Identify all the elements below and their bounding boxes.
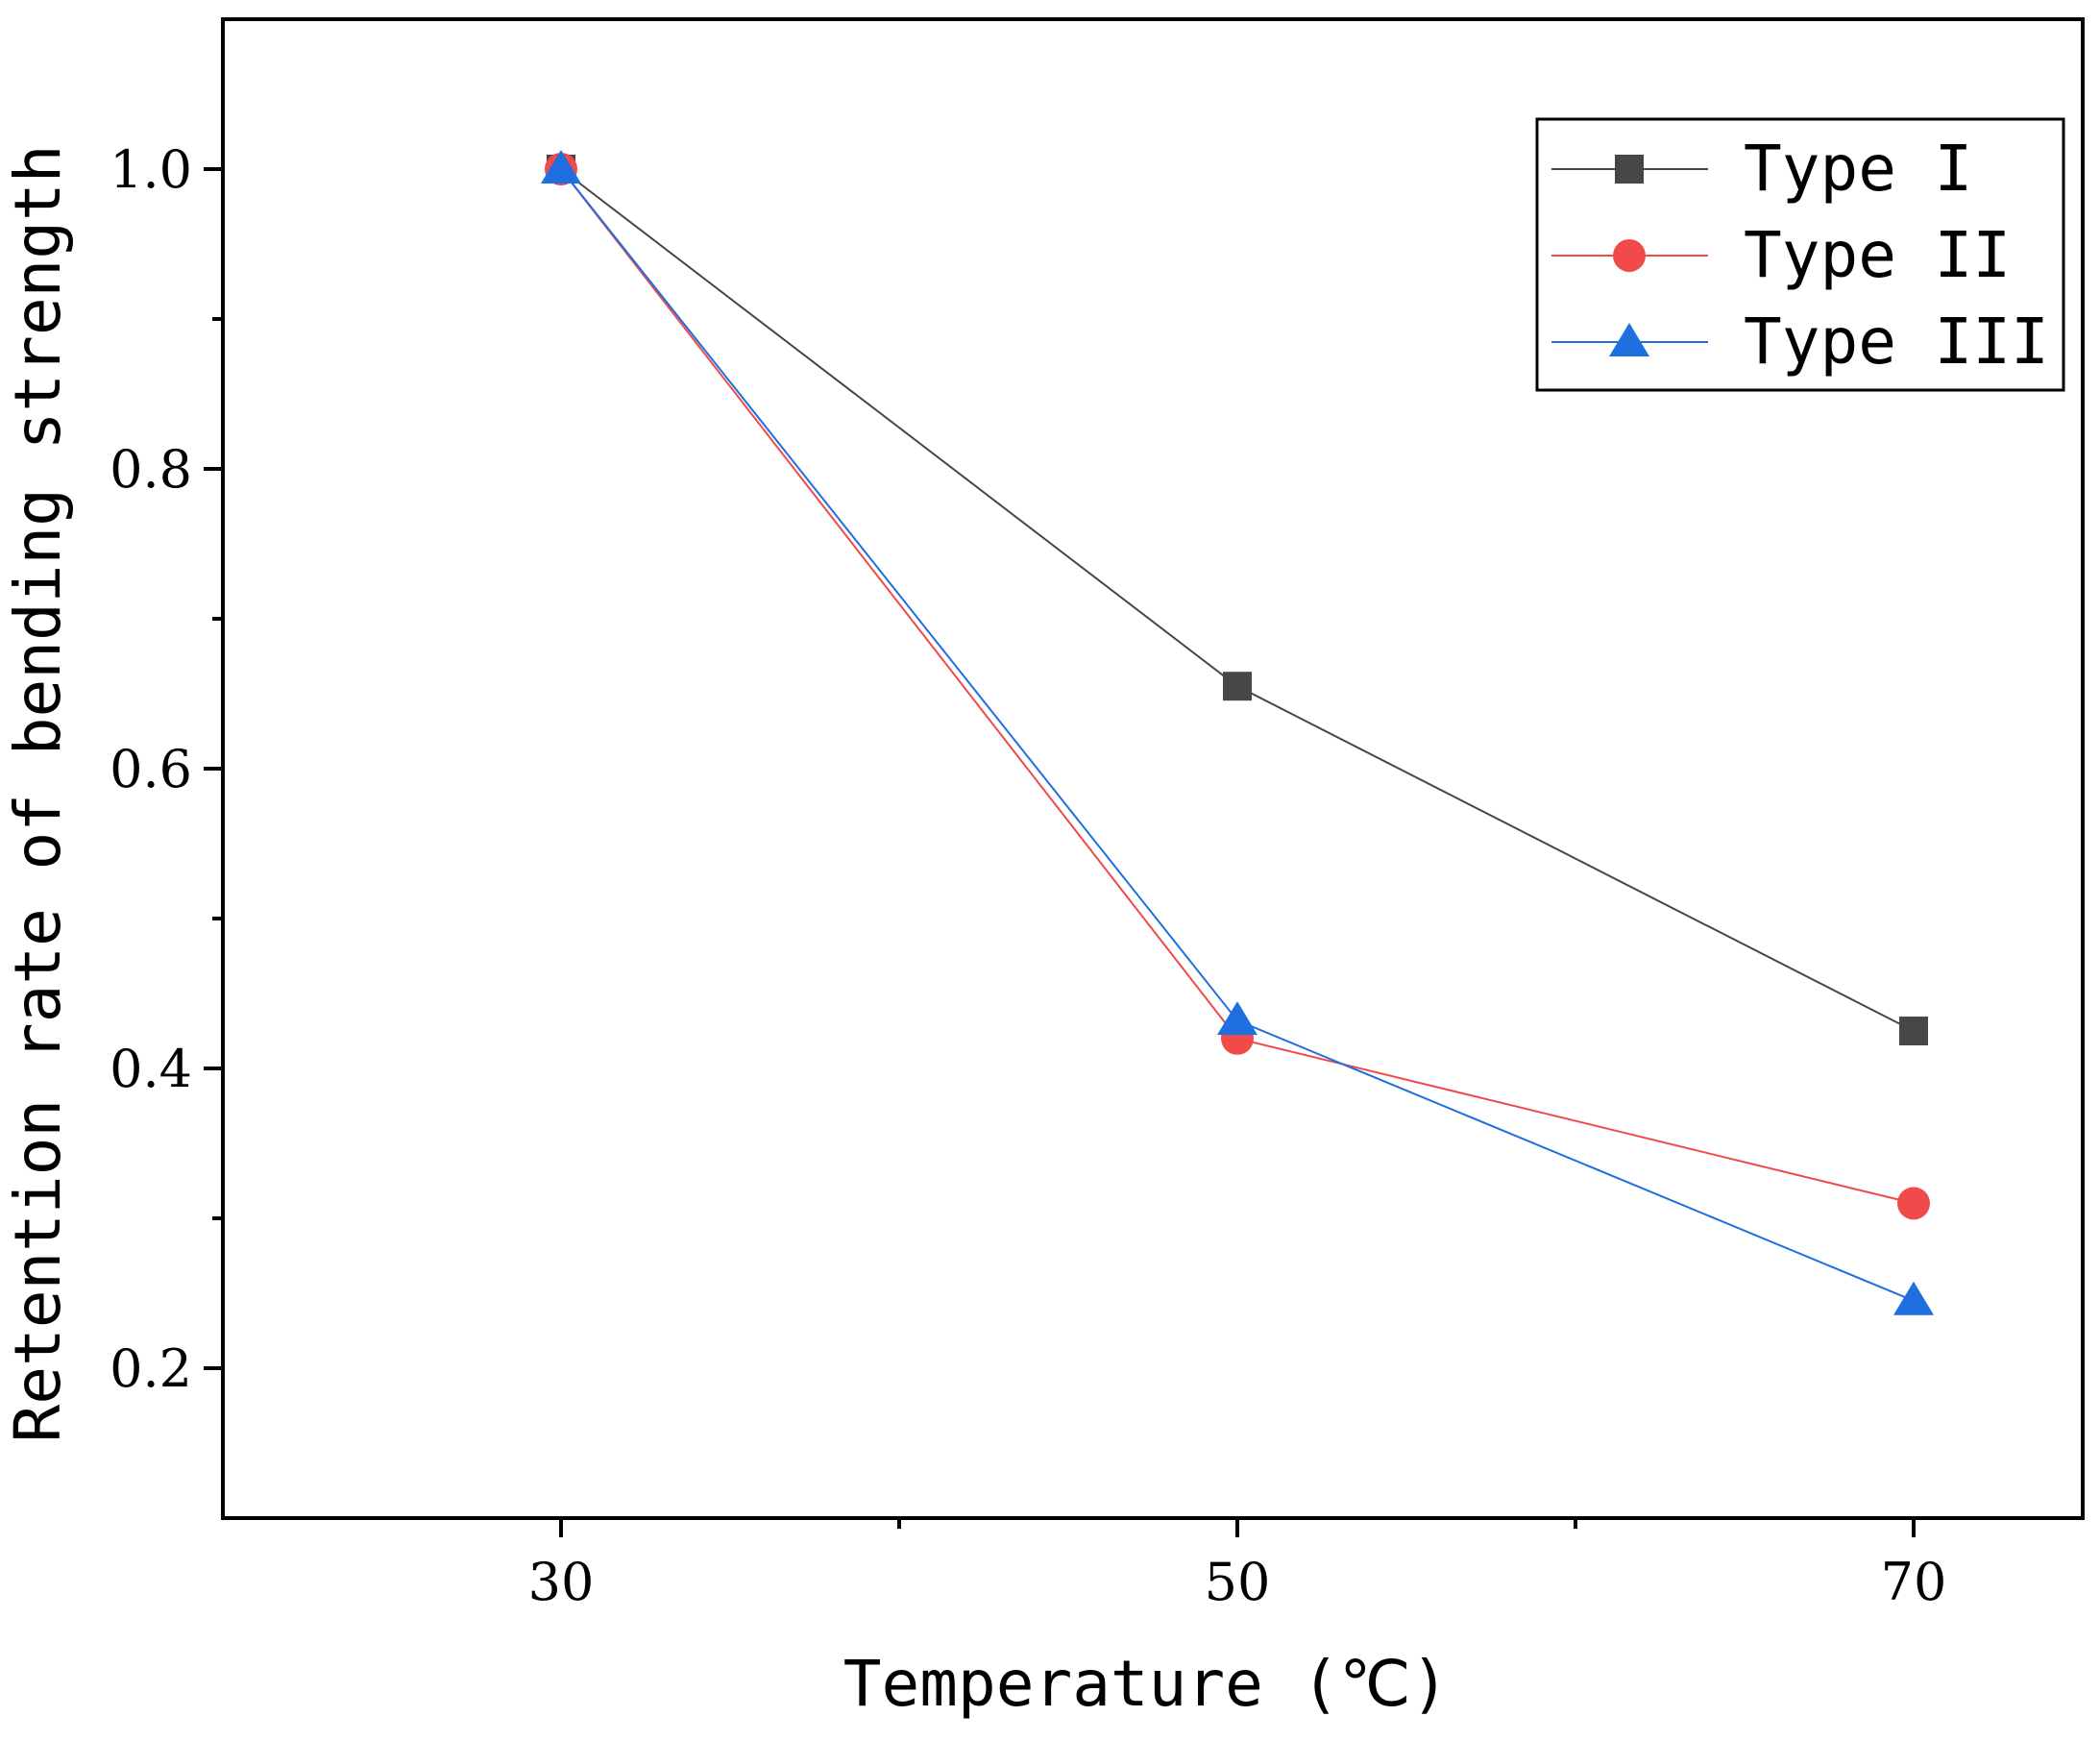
y-tick-label: 0.6 <box>110 739 192 799</box>
y-tick-label: 0.2 <box>110 1338 192 1399</box>
y-tick-label: 0.8 <box>110 439 192 500</box>
legend-marker-type-i <box>1615 155 1644 184</box>
data-point-type-i-70 <box>1899 1017 1928 1045</box>
data-point-type-iii-70 <box>1893 1281 1934 1315</box>
data-point-type-iii-50 <box>1217 1001 1258 1036</box>
legend-label-type-i: Type I <box>1744 132 1972 206</box>
x-tick-label: 70 <box>1881 1552 1947 1612</box>
legend: Type I Type II Type III <box>1535 117 2065 392</box>
x-tick-label: 30 <box>528 1552 595 1612</box>
x-tick-label: 50 <box>1205 1552 1271 1612</box>
data-point-type-ii-70 <box>1897 1187 1930 1220</box>
data-point-type-i-50 <box>1223 672 1252 701</box>
legend-label-type-iii: Type III <box>1744 305 2049 379</box>
y-axis-title: Retention rate of bending strength <box>1 144 75 1442</box>
legend-label-type-ii: Type II <box>1744 218 2011 292</box>
plot-area-frame <box>221 17 2085 1520</box>
data-point-type-iii-30 <box>541 150 581 184</box>
x-axis-title: Temperature (℃) <box>843 1647 1449 1721</box>
legend-marker-type-ii <box>1613 239 1646 272</box>
y-tick-label: 1.0 <box>110 139 192 200</box>
legend-marker-type-iii <box>1609 323 1649 356</box>
series-type-iii <box>541 150 1934 1315</box>
y-tick-label: 0.4 <box>110 1039 192 1099</box>
